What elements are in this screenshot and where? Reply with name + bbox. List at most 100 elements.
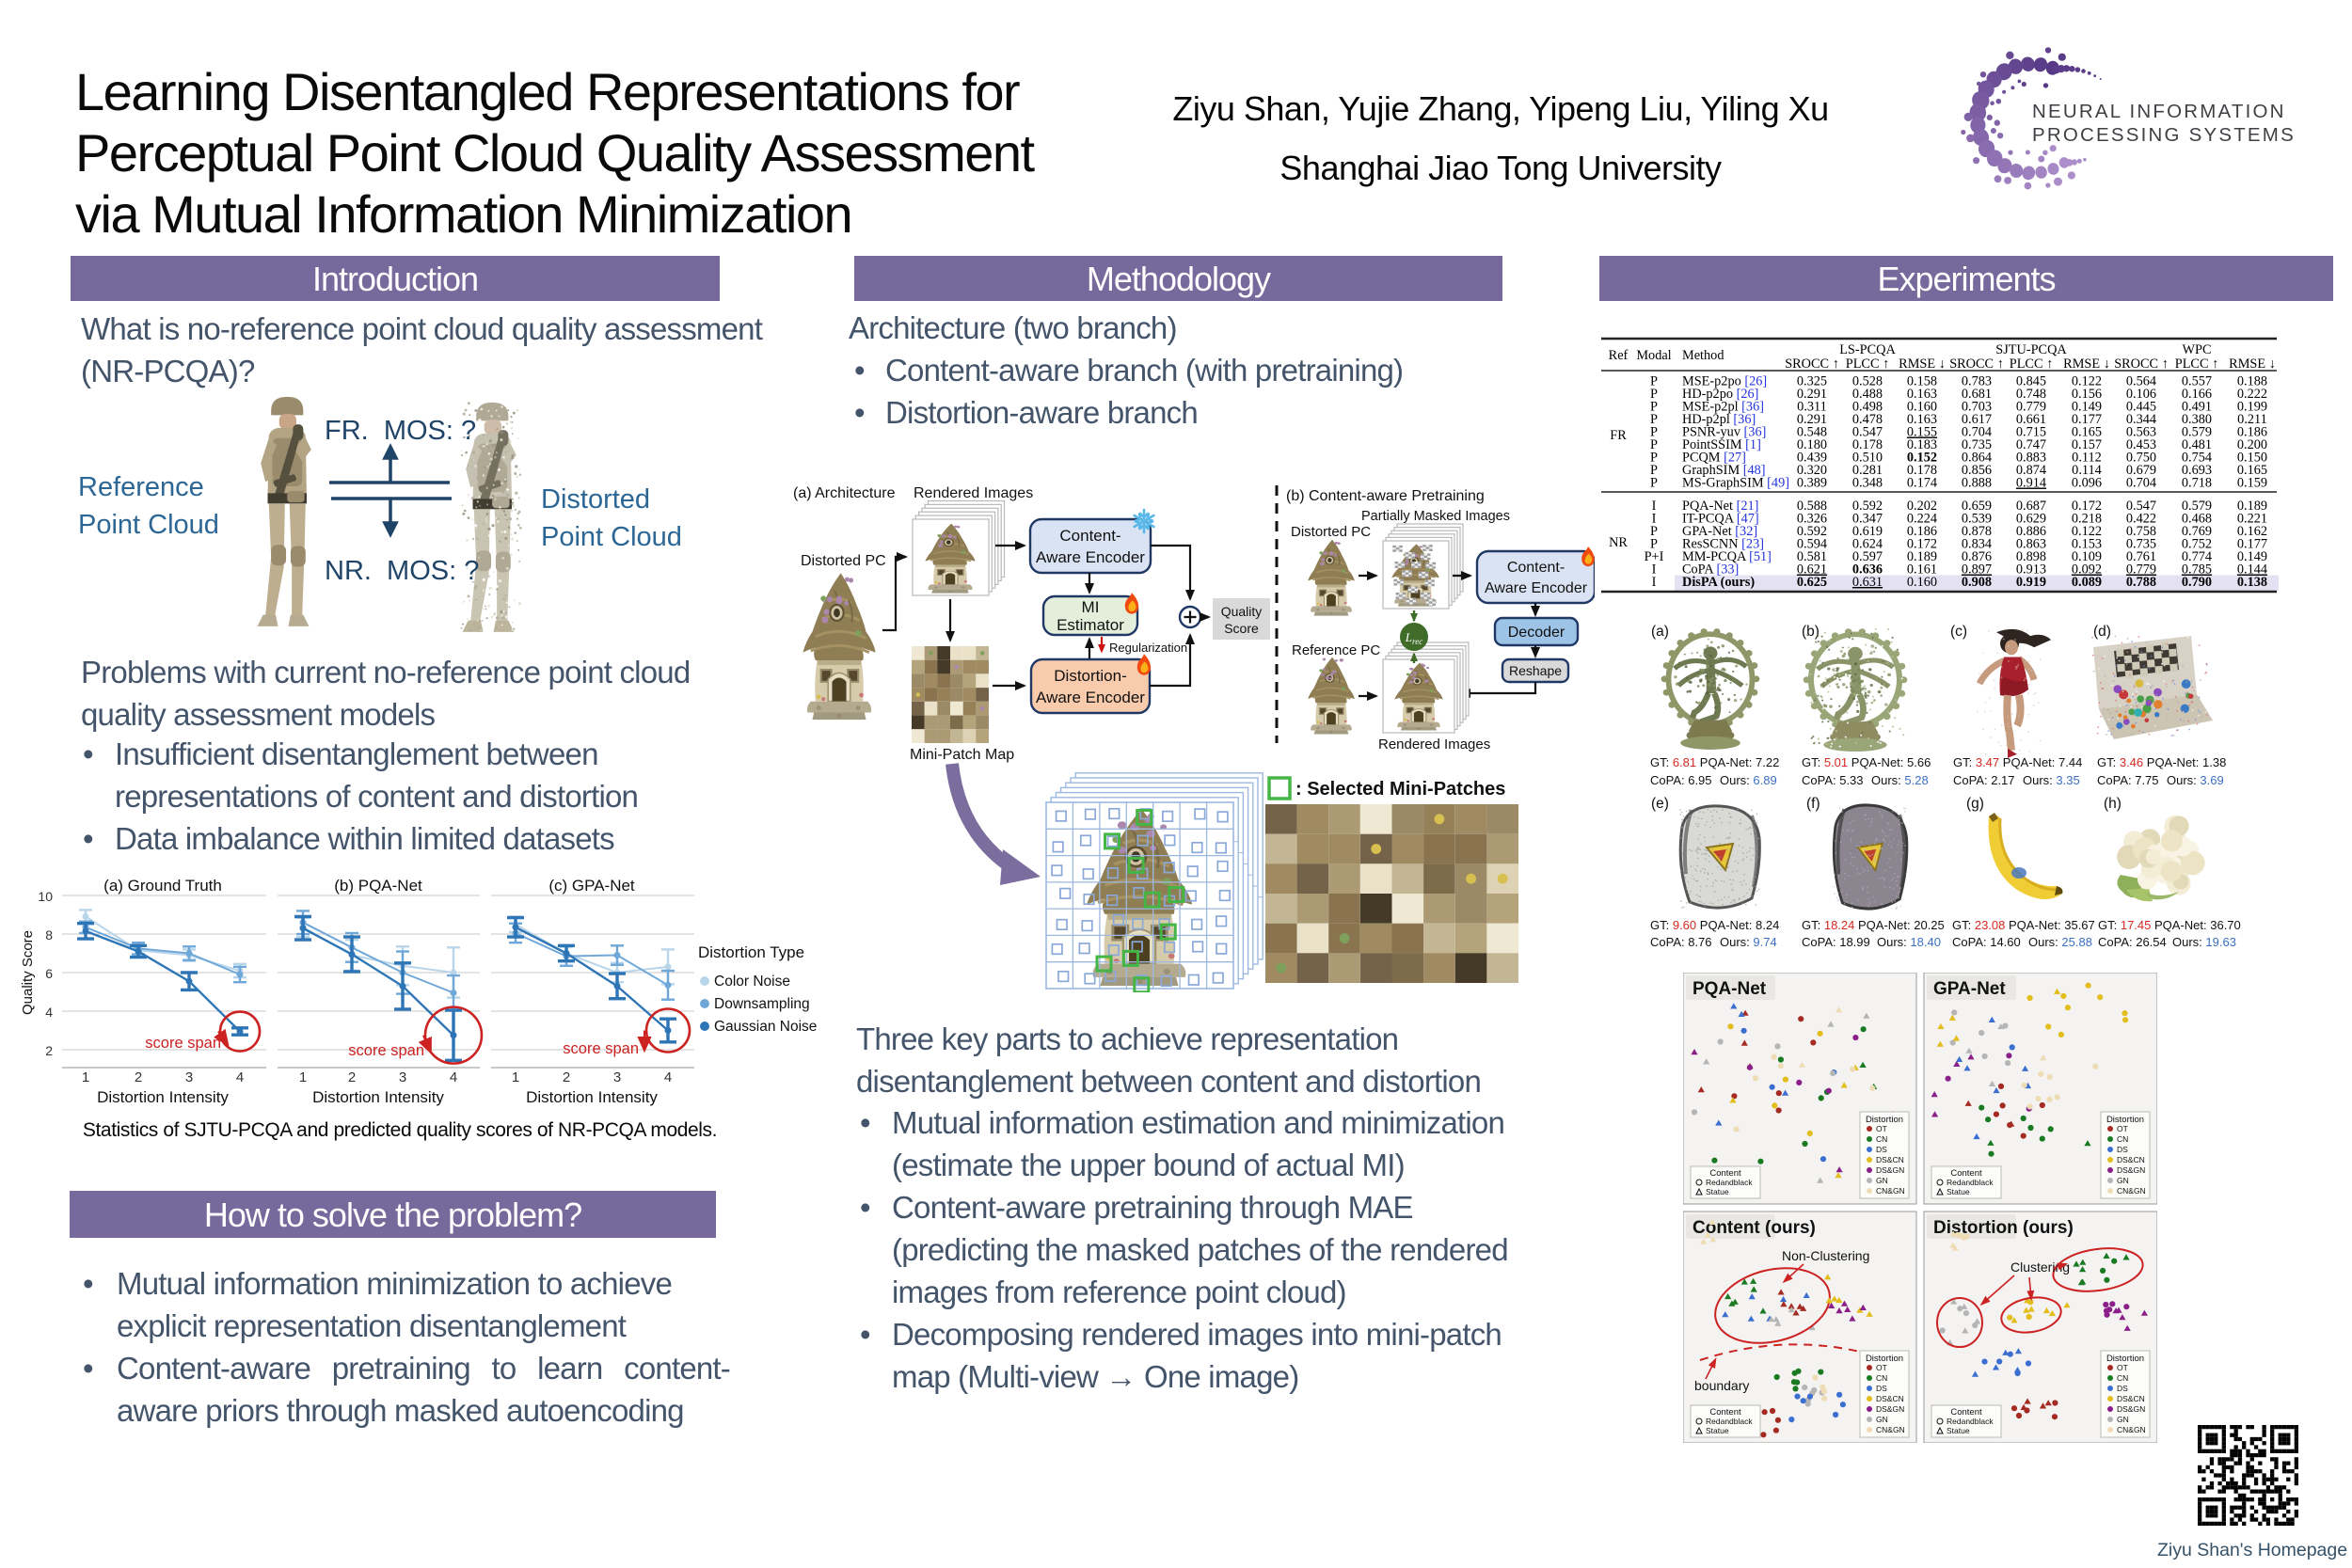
svg-text:(a): (a) xyxy=(1651,624,1669,640)
svg-text:GT: 3.46 PQA-Net: 1.38: GT: 3.46 PQA-Net: 1.38 xyxy=(2097,755,2226,769)
svg-text:DS&CN: DS&CN xyxy=(1876,1394,1904,1403)
svg-text:(h): (h) xyxy=(2104,796,2122,812)
svg-text:0.636: 0.636 xyxy=(1852,562,1883,578)
svg-text:Point Cloud: Point Cloud xyxy=(78,510,219,540)
svg-text:P: P xyxy=(1650,463,1658,478)
svg-text:4: 4 xyxy=(236,1069,244,1085)
svg-text:0.380: 0.380 xyxy=(2182,412,2212,427)
svg-text:0.592: 0.592 xyxy=(1797,524,1827,539)
svg-text:CoPA: 14.60: CoPA: 14.60 xyxy=(1952,935,2021,949)
svg-text:0.704: 0.704 xyxy=(2126,476,2156,491)
svg-text:0.908: 0.908 xyxy=(1962,575,1992,590)
svg-text:0.178: 0.178 xyxy=(1852,437,1883,452)
svg-text:MSE-p2po [26]: MSE-p2po [26] xyxy=(1682,374,1767,389)
svg-text:3: 3 xyxy=(613,1069,621,1085)
svg-text:0.661: 0.661 xyxy=(2016,412,2046,427)
svg-text:(g): (g) xyxy=(1966,796,1984,812)
svg-text:0.347: 0.347 xyxy=(1852,512,1883,527)
svg-text:Mini-Patch Map: Mini-Patch Map xyxy=(910,747,1014,763)
svg-text:0.864: 0.864 xyxy=(1962,451,1992,466)
svg-text:DS: DS xyxy=(1876,1384,1887,1393)
svg-text:Non-Clustering: Non-Clustering xyxy=(1782,1248,1869,1263)
svg-text:GT: 6.81 PQA-Net: 7.22: GT: 6.81 PQA-Net: 7.22 xyxy=(1650,755,1779,769)
svg-text:DS&GN: DS&GN xyxy=(2117,1404,2145,1414)
svg-text:HD-p2pl [36]: HD-p2pl [36] xyxy=(1682,412,1756,427)
svg-text:SROCC ↑: SROCC ↑ xyxy=(1785,356,1839,372)
svg-text:Distortion Intensity: Distortion Intensity xyxy=(97,1088,229,1106)
svg-text:0.735: 0.735 xyxy=(2126,537,2156,552)
svg-text:0.172: 0.172 xyxy=(2072,499,2102,514)
svg-text:0.718: 0.718 xyxy=(2182,476,2212,491)
svg-text:2: 2 xyxy=(348,1069,356,1085)
svg-text:CN&GN: CN&GN xyxy=(2117,1425,2146,1434)
svg-text:0.779: 0.779 xyxy=(2126,562,2156,578)
svg-text:0.174: 0.174 xyxy=(1907,476,1937,491)
svg-text:Ours: 19.63: Ours: 19.63 xyxy=(2172,935,2236,949)
svg-text:0.160: 0.160 xyxy=(1907,400,1937,415)
svg-text:CN&GN: CN&GN xyxy=(1876,1186,1905,1196)
svg-text:CN&GN: CN&GN xyxy=(2117,1186,2146,1196)
svg-text:0.588: 0.588 xyxy=(1797,499,1827,514)
svg-text:0.150: 0.150 xyxy=(2237,451,2267,466)
svg-text:Point Cloud: Point Cloud xyxy=(541,522,682,552)
svg-text:CoPA: 18.99: CoPA: 18.99 xyxy=(1802,935,1870,949)
svg-text:0.629: 0.629 xyxy=(2016,512,2046,527)
svg-text:Redandblack: Redandblack xyxy=(1947,1178,1994,1187)
svg-text:4: 4 xyxy=(664,1069,672,1085)
svg-text:0.594: 0.594 xyxy=(1797,537,1827,552)
svg-text:0.888: 0.888 xyxy=(1962,476,1992,491)
svg-text:DS&GN: DS&GN xyxy=(1876,1404,1904,1414)
svg-text:0.681: 0.681 xyxy=(1962,387,1992,402)
svg-text:0.186: 0.186 xyxy=(2237,425,2267,440)
svg-text:(b): (b) xyxy=(1802,624,1820,640)
svg-text:Distortion-: Distortion- xyxy=(1054,667,1126,685)
svg-text:Distortion: Distortion xyxy=(2106,1354,2144,1364)
svg-text:Reference: Reference xyxy=(78,472,204,502)
svg-text:Ours: 3.35: Ours: 3.35 xyxy=(2023,773,2080,787)
svg-text:CoPA: 26.54: CoPA: 26.54 xyxy=(2098,935,2167,949)
svg-text:0.157: 0.157 xyxy=(2072,437,2102,452)
svg-text:RMSE ↓: RMSE ↓ xyxy=(1899,356,1946,372)
svg-text:Content: Content xyxy=(1950,1407,1982,1418)
svg-text:0.735: 0.735 xyxy=(1962,437,1992,452)
svg-text:0.439: 0.439 xyxy=(1797,451,1827,466)
svg-text:0.224: 0.224 xyxy=(1907,512,1937,527)
svg-text:GN: GN xyxy=(2117,1176,2129,1185)
svg-text:0.914: 0.914 xyxy=(2016,476,2046,491)
svg-text:DS: DS xyxy=(1876,1145,1887,1154)
svg-text:0.769: 0.769 xyxy=(2182,524,2212,539)
svg-text:0.478: 0.478 xyxy=(1852,412,1883,427)
svg-text:PQA-Net: PQA-Net xyxy=(1692,979,1767,999)
svg-text:0.178: 0.178 xyxy=(1907,463,1937,478)
svg-text:CN&GN: CN&GN xyxy=(1876,1425,1905,1434)
svg-text:0.389: 0.389 xyxy=(1797,476,1827,491)
svg-text:Content: Content xyxy=(1709,1168,1741,1179)
svg-text:GN: GN xyxy=(2117,1415,2129,1424)
svg-text:MSE-p2pl [36]: MSE-p2pl [36] xyxy=(1682,400,1764,415)
svg-text:0.153: 0.153 xyxy=(2072,537,2102,552)
svg-text:0.114: 0.114 xyxy=(2072,463,2102,478)
svg-text:0.621: 0.621 xyxy=(1797,562,1827,578)
svg-text:PLCC ↑: PLCC ↑ xyxy=(2175,356,2218,372)
svg-text:Aware Encoder: Aware Encoder xyxy=(1036,548,1145,566)
svg-text:0.177: 0.177 xyxy=(2072,412,2102,427)
svg-text:P: P xyxy=(1650,425,1658,440)
svg-text:Statue: Statue xyxy=(1706,1187,1729,1196)
svg-text:GT: 9.60 PQA-Net: 8.24: GT: 9.60 PQA-Net: 8.24 xyxy=(1650,918,1779,932)
svg-text:8: 8 xyxy=(45,927,53,942)
svg-text:Statue: Statue xyxy=(1706,1426,1729,1435)
svg-text:0.320: 0.320 xyxy=(1797,463,1827,478)
svg-text:Content-: Content- xyxy=(1507,560,1565,576)
svg-text:0.597: 0.597 xyxy=(1852,549,1883,564)
svg-text:(c) GPA-Net: (c) GPA-Net xyxy=(548,877,635,895)
svg-text:0.189: 0.189 xyxy=(2237,499,2267,514)
svg-text:DisPA (ours): DisPA (ours) xyxy=(1682,575,1755,590)
svg-text:0.348: 0.348 xyxy=(1852,476,1883,491)
svg-text:DS&GN: DS&GN xyxy=(2117,1165,2145,1175)
svg-text:0.162: 0.162 xyxy=(2237,524,2267,539)
svg-text:CoPA: 5.33: CoPA: 5.33 xyxy=(1802,773,1864,787)
svg-text:0.096: 0.096 xyxy=(2072,476,2102,491)
svg-text:P: P xyxy=(1650,476,1658,491)
svg-text:0.878: 0.878 xyxy=(1962,524,1992,539)
svg-text:0.160: 0.160 xyxy=(1907,575,1937,590)
